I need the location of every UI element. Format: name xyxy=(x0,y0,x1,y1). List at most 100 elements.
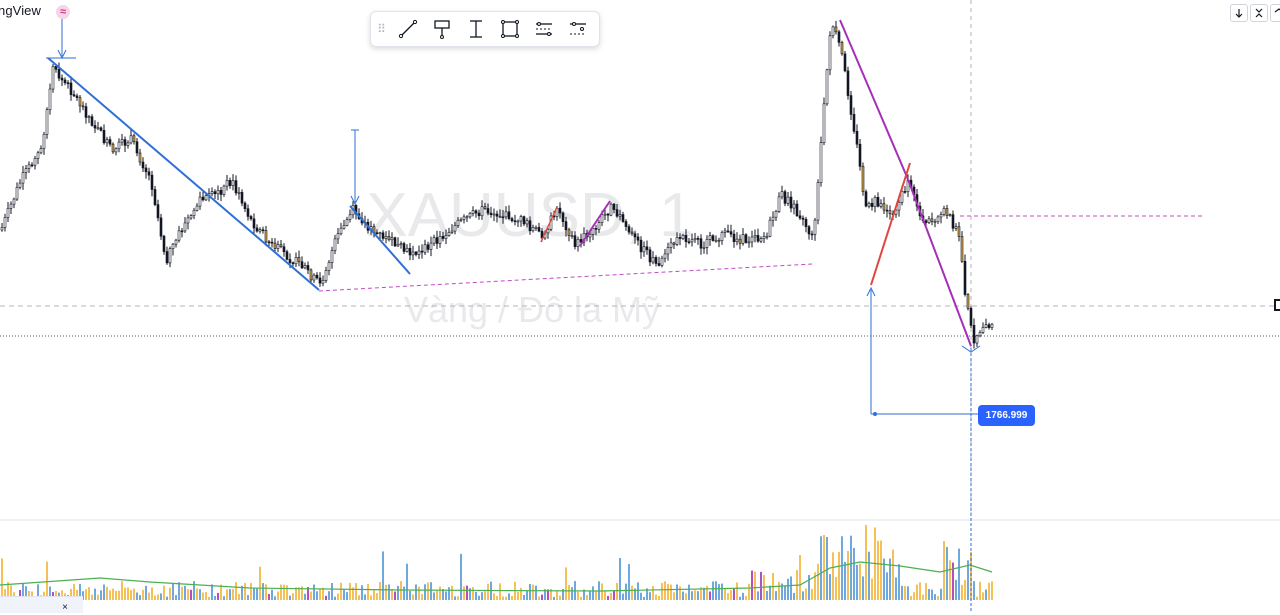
volume-bar xyxy=(175,595,177,600)
price-scale-edge-marker[interactable] xyxy=(1274,299,1280,311)
candle-body xyxy=(9,203,13,209)
volume-bar xyxy=(199,589,201,600)
candlestick-series xyxy=(0,20,994,349)
candle-body xyxy=(600,214,604,223)
candle-body xyxy=(306,265,310,271)
volume-bar xyxy=(325,595,327,600)
trend-line-dashed-support[interactable] xyxy=(318,263,813,292)
candle-body xyxy=(852,114,856,132)
candle-body xyxy=(588,234,592,238)
volume-bar xyxy=(433,592,435,600)
volume-bar xyxy=(538,596,540,600)
candle-body xyxy=(303,265,307,269)
candle-body xyxy=(747,241,751,244)
volume-bar xyxy=(568,584,570,600)
candle-body xyxy=(447,232,451,236)
candle-body xyxy=(615,209,619,217)
candle-body xyxy=(879,203,883,207)
candle-body xyxy=(297,256,301,262)
candle-body xyxy=(165,251,169,264)
candle-body xyxy=(282,246,286,253)
volume-bar xyxy=(952,562,954,600)
volume-bar xyxy=(427,582,429,600)
candle-body xyxy=(39,148,43,154)
candle-body xyxy=(210,191,214,194)
volume-bar xyxy=(592,586,594,600)
volume-bar xyxy=(37,584,39,600)
rectangle-tool[interactable] xyxy=(493,12,527,46)
volume-bar xyxy=(481,592,483,600)
volume-bar xyxy=(661,583,663,600)
volume-bar xyxy=(637,582,639,600)
candle-body xyxy=(807,226,811,235)
candle-body xyxy=(18,182,22,188)
trend-line-red-up[interactable] xyxy=(870,162,911,286)
scroll-down-button[interactable] xyxy=(1230,4,1248,22)
candle-body xyxy=(156,204,160,219)
trend-line-purple-small[interactable] xyxy=(579,200,611,247)
volume-bar xyxy=(775,591,777,600)
volume-bar xyxy=(751,570,753,600)
trend-line-purple-down-1[interactable] xyxy=(839,19,908,178)
regression-channel-tool[interactable] xyxy=(561,12,595,46)
brand-logo-text: ngView xyxy=(0,3,42,18)
close-pane-icon[interactable]: × xyxy=(62,602,68,613)
volume-bar xyxy=(526,590,528,600)
candle-body xyxy=(219,189,223,195)
volume-bar xyxy=(259,566,261,600)
candle-body xyxy=(381,232,385,239)
candle-body xyxy=(246,208,250,217)
candle-body xyxy=(519,216,523,222)
candle-body xyxy=(375,232,379,235)
drag-handle-icon[interactable]: ⠿ xyxy=(377,22,386,36)
volume-bar xyxy=(790,576,792,600)
collapse-button[interactable] xyxy=(1250,4,1268,22)
candle-body xyxy=(87,116,91,118)
candle-body xyxy=(990,323,994,328)
volume-bar xyxy=(469,588,471,600)
candle-body xyxy=(660,257,664,266)
trend-line-2[interactable] xyxy=(349,205,411,275)
flag-tool[interactable] xyxy=(425,12,459,46)
volume-bar xyxy=(229,589,231,600)
candle-body xyxy=(438,235,442,244)
candle-body xyxy=(864,191,868,207)
volume-bar xyxy=(316,591,318,600)
trend-line-tool[interactable] xyxy=(391,12,425,46)
maximize-button[interactable] xyxy=(1270,4,1280,22)
candle-body xyxy=(72,94,76,97)
volume-bar xyxy=(451,585,453,600)
volume-bar xyxy=(418,586,420,600)
volume-bar xyxy=(25,586,27,600)
candle-body xyxy=(147,171,151,176)
volume-bar xyxy=(808,575,810,600)
volume-bar xyxy=(340,582,342,600)
candle-body xyxy=(960,236,964,262)
trend-line-purple-down-2[interactable] xyxy=(906,176,972,347)
vertical-range-tool[interactable] xyxy=(459,12,493,46)
trend-line-red-small[interactable] xyxy=(540,206,558,243)
candle-body xyxy=(330,250,334,263)
candle-body xyxy=(762,236,766,239)
parallel-channel-tool[interactable] xyxy=(527,12,561,46)
volume-bar xyxy=(835,577,837,600)
volume-bar xyxy=(766,591,768,600)
candle-body xyxy=(417,250,421,255)
candle-body xyxy=(57,68,61,79)
volume-bar xyxy=(502,596,504,600)
volume-bar xyxy=(610,592,612,600)
trend-line-1[interactable] xyxy=(47,57,320,291)
indicator-badge-icon[interactable]: ≈ xyxy=(56,5,70,19)
candle-body xyxy=(522,216,526,225)
candle-body xyxy=(507,211,511,219)
volume-bar xyxy=(964,580,966,600)
volume-bar xyxy=(565,567,567,600)
volume-bar xyxy=(4,589,6,600)
volume-bar xyxy=(850,535,852,600)
candle-body xyxy=(501,216,505,219)
volume-bar xyxy=(148,592,150,600)
volume-bar xyxy=(982,592,984,600)
candle-body xyxy=(861,165,865,192)
volume-bar xyxy=(685,593,687,600)
